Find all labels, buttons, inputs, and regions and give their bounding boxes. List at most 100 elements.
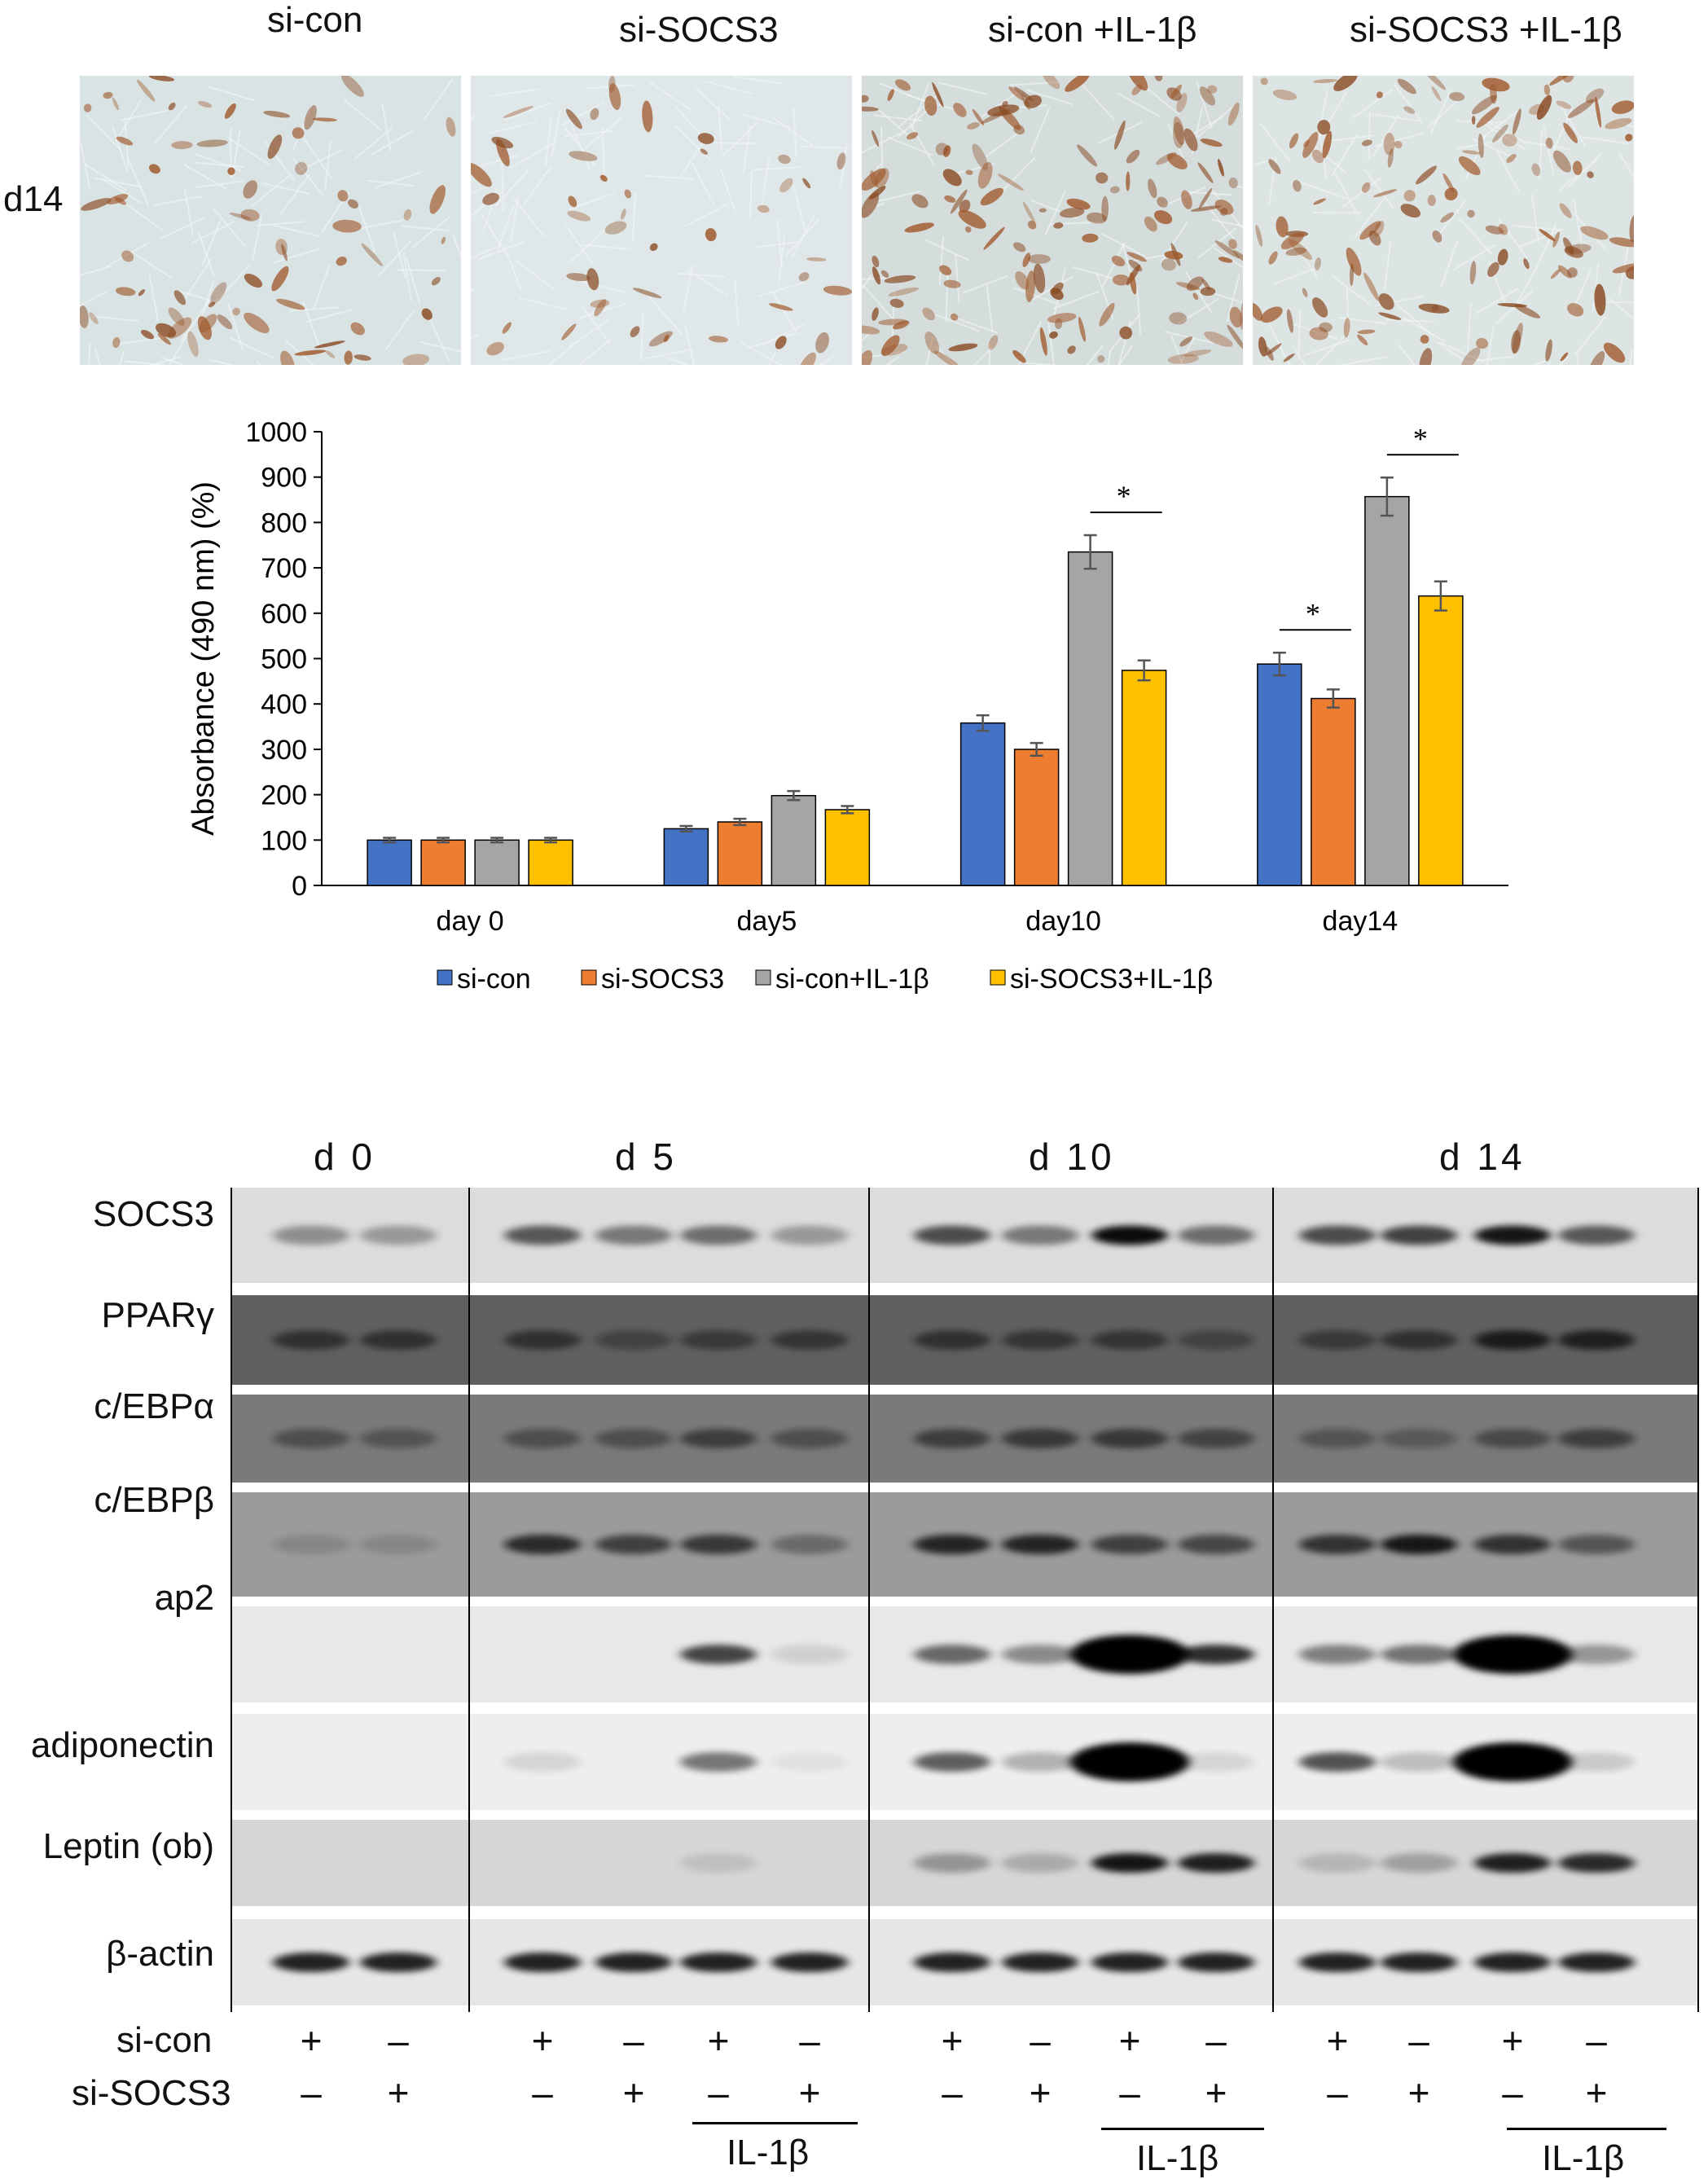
protein-band — [1299, 1330, 1376, 1350]
protein-band — [1474, 1429, 1551, 1448]
protein-band — [771, 1752, 848, 1772]
protein-band — [1558, 1953, 1635, 1972]
protein-band — [1091, 1226, 1168, 1245]
il1b-label-d5: IL-1β — [727, 2133, 809, 2173]
protein-band — [1299, 1853, 1376, 1873]
protein-band — [1002, 1853, 1078, 1873]
protein-band — [1381, 1853, 1457, 1873]
protein-band — [680, 1226, 757, 1245]
il1b-bracket-d5 — [692, 2122, 858, 2124]
protein-band — [273, 1535, 349, 1554]
treatment-sign: + — [928, 2019, 977, 2063]
protein-band — [1178, 1645, 1254, 1664]
protein-band — [273, 1429, 349, 1448]
protein-band — [595, 1226, 672, 1245]
protein-band — [914, 1429, 990, 1448]
protein-band — [680, 1645, 757, 1664]
protein-band — [914, 1226, 990, 1245]
protein-band — [914, 1535, 990, 1554]
protein-band — [1474, 1226, 1551, 1245]
il1b-bracket-d10 — [1101, 2128, 1264, 2130]
il1b-label-d14: IL-1β — [1542, 2138, 1624, 2179]
protein-band — [771, 1535, 848, 1554]
protein-band — [595, 1330, 672, 1350]
protein-band — [1558, 1330, 1635, 1350]
protein-band — [1558, 1645, 1635, 1664]
treatment-sign: + — [374, 2071, 423, 2115]
treatment-sign: + — [1016, 2071, 1065, 2115]
protein-band — [1474, 1330, 1551, 1350]
protein-band — [680, 1953, 757, 1972]
treatment-sign: – — [518, 2071, 567, 2115]
treatment-sign: + — [694, 2019, 743, 2063]
protein-band — [1381, 1429, 1457, 1448]
protein-band — [1178, 1853, 1254, 1873]
protein-band — [1178, 1330, 1254, 1350]
protein-band — [1381, 1953, 1457, 1972]
protein-band — [771, 1953, 848, 1972]
protein-band — [273, 1330, 349, 1350]
protein-band — [1002, 1645, 1078, 1664]
protein-band — [914, 1853, 990, 1873]
treatment-sign: + — [1105, 2019, 1154, 2063]
protein-band — [360, 1953, 437, 1972]
protein-band — [1558, 1226, 1635, 1245]
treatment-sign: – — [609, 2019, 658, 2063]
protein-band — [1453, 1742, 1573, 1781]
protein-band — [504, 1226, 581, 1245]
protein-band — [360, 1429, 437, 1448]
il1b-bracket-d14 — [1507, 2128, 1666, 2130]
protein-band — [1178, 1226, 1254, 1245]
protein-band — [1178, 1535, 1254, 1554]
protein-band — [1070, 1635, 1190, 1674]
protein-band — [1453, 1635, 1573, 1674]
protein-band — [360, 1330, 437, 1350]
protein-band — [1558, 1429, 1635, 1448]
protein-band — [680, 1535, 757, 1554]
protein-band — [1474, 1853, 1551, 1873]
protein-band — [504, 1429, 581, 1448]
treatment-sign: – — [785, 2019, 834, 2063]
protein-band — [1091, 1853, 1168, 1873]
protein-band — [680, 1853, 757, 1873]
protein-band — [504, 1535, 581, 1554]
treatment-label-si-socs3: si-SOCS3 — [72, 2073, 231, 2114]
protein-band — [360, 1226, 437, 1245]
treatment-sign: – — [287, 2071, 336, 2115]
protein-band — [1558, 1535, 1635, 1554]
treatment-sign: + — [1488, 2019, 1537, 2063]
protein-band — [771, 1330, 848, 1350]
protein-band — [1474, 1535, 1551, 1554]
protein-band — [914, 1953, 990, 1972]
protein-band — [504, 1330, 581, 1350]
treatment-sign: – — [1016, 2019, 1065, 2063]
treatment-sign: + — [1192, 2071, 1240, 2115]
protein-band — [1070, 1742, 1190, 1781]
treatment-sign: + — [1394, 2071, 1443, 2115]
protein-band — [1178, 1752, 1254, 1772]
protein-band — [680, 1752, 757, 1772]
protein-band — [1178, 1429, 1254, 1448]
protein-band — [771, 1226, 848, 1245]
protein-band — [680, 1429, 757, 1448]
protein-band — [1299, 1645, 1376, 1664]
protein-band — [1299, 1953, 1376, 1972]
protein-band — [1091, 1330, 1168, 1350]
treatment-sign: – — [1313, 2071, 1362, 2115]
protein-band — [1381, 1226, 1457, 1245]
treatment-sign: + — [1572, 2071, 1621, 2115]
protein-band — [1002, 1535, 1078, 1554]
protein-band — [680, 1330, 757, 1350]
treatment-sign: – — [1488, 2071, 1537, 2115]
treatment-sign: + — [518, 2019, 567, 2063]
treatment-sign: – — [694, 2071, 743, 2115]
protein-band — [1558, 1853, 1635, 1873]
protein-band — [914, 1645, 990, 1664]
treatment-sign: + — [609, 2071, 658, 2115]
protein-band — [1299, 1429, 1376, 1448]
protein-band — [595, 1953, 672, 1972]
protein-band — [771, 1645, 848, 1664]
protein-band — [360, 1535, 437, 1554]
protein-band — [1381, 1330, 1457, 1350]
